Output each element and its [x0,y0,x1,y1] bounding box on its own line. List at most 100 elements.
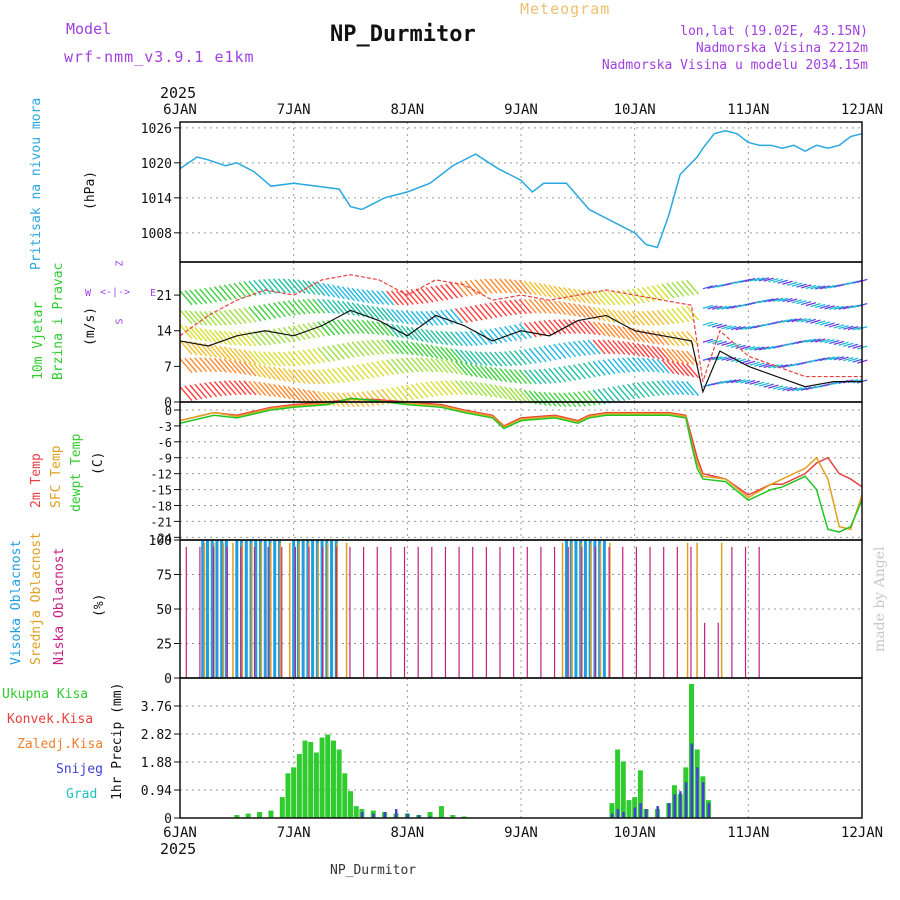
wind-barb [622,289,636,305]
wind-barb [346,342,360,358]
wind-barb [636,343,650,358]
wind-barb [292,368,306,384]
wind-barb [494,301,508,317]
wind-barb [410,341,424,357]
wind-barb [218,358,232,374]
low-cloud-bar [649,546,651,678]
wind-barb [702,285,714,290]
wind-barb [208,357,223,373]
wind-barb [602,322,616,338]
wind-barb [707,284,718,290]
wind-barb [381,360,395,375]
wind-barb [405,310,419,326]
low-cloud-bar [594,546,597,678]
wind-barb [430,381,444,397]
wind-barb [208,381,223,397]
wind-barb [346,287,360,302]
wind-barb [681,306,695,322]
low-cloud-bar [608,546,610,678]
date-tick-bottom: 7JAN [277,825,311,841]
wind-barb [317,298,331,314]
wind-barb [538,368,552,384]
wind-barb [243,281,257,297]
wind-barb [213,381,227,397]
wind-barb [815,357,826,362]
wind-barb [548,392,562,408]
wind-barb [671,380,685,396]
wind-barb [582,390,596,406]
low-cloud-bar [499,546,501,678]
wind-barb [656,346,670,362]
wind-barb [489,302,503,318]
wind-barb [533,390,547,406]
wind-barb [730,343,742,349]
wind-barb [558,286,572,302]
wind-barb [631,288,646,304]
wind-barb [833,324,845,329]
wind-barb [410,326,424,342]
rain-bar [348,791,353,818]
wind-barb [568,365,582,380]
wind-barb [395,358,409,374]
wind-barb [184,385,198,401]
wind-barb [479,351,493,367]
wind-barb [484,329,498,345]
wind-barb [563,301,577,317]
wind-barb [346,365,360,381]
low-cloud-bar [322,546,324,678]
credit-label: made by Angel [872,546,888,653]
wind-barb [258,351,272,367]
wind-barb [744,277,756,283]
wind-barb [666,282,680,298]
wind-barb [607,323,621,339]
wind-barb [513,299,527,315]
high-cloud-bar [602,540,606,678]
wind-barb [449,282,464,298]
wind-barb [484,351,498,367]
temp-unit: (C) [91,451,106,475]
precip-tick-label: 3.76 [141,700,172,715]
high-cloud-bar [215,540,219,678]
wind-barb [726,379,737,384]
wind-barb [597,388,611,404]
wind-barb [577,363,591,379]
chart-marks [179,129,868,818]
wind-barb [829,339,840,345]
wind-barb [253,381,267,397]
wind-barb [617,357,631,373]
wind-barb [258,304,272,320]
wind-barb [189,289,203,305]
wind-barb [646,344,660,360]
rain-bar [450,815,456,818]
wind-barb [454,380,468,396]
wind-barb [459,349,473,365]
wind-barb [543,299,557,315]
temp-tick-label: -12 [150,468,172,482]
wind-barb [361,303,375,319]
wind-barb [661,331,675,346]
snow-bar [639,803,642,818]
wind-barb [587,320,601,336]
wind-barb [772,297,784,302]
wind-barb [356,319,370,335]
wind-barb [504,368,518,384]
wind-barb [563,392,577,408]
wind-barb [758,346,770,351]
wind-barb [454,281,468,297]
wind-barb [504,386,518,402]
wind-barb [243,349,257,365]
wind-barb [607,358,621,374]
wind-unit: (m/s) [83,306,98,346]
wind-barb [558,300,572,316]
wind-barb [744,346,756,351]
wind-barb [763,383,774,388]
wind-barb [627,310,641,326]
wind-barb [381,321,395,337]
wind-barb [819,338,831,343]
mid-cloud-bar [270,542,272,678]
wind-barb [376,321,390,337]
compass-z: Z [114,260,126,267]
wind-barb [489,366,503,382]
wind-barb [459,281,473,297]
